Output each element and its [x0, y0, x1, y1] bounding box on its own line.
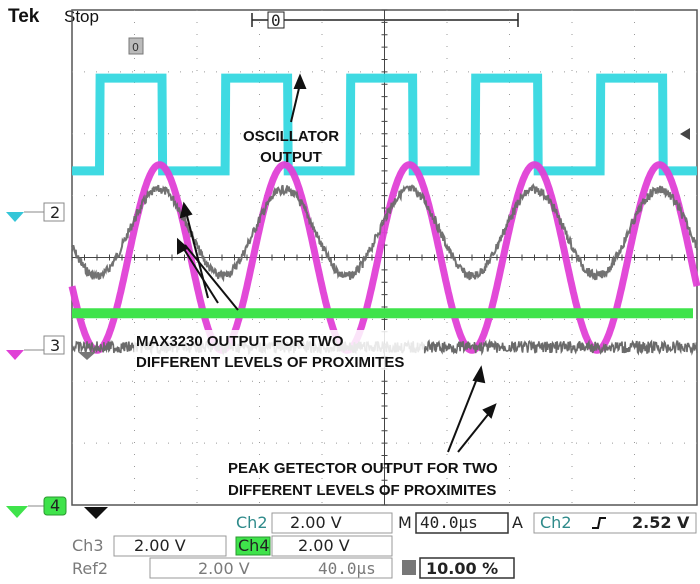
- svg-text:0: 0: [132, 41, 139, 54]
- ref2-time: 40.0µs: [318, 559, 376, 578]
- oscillator-annotation-line2: OUTPUT: [260, 149, 322, 166]
- ch4-marker-label: 4: [50, 496, 60, 515]
- ch2-marker[interactable]: [6, 202, 65, 222]
- ch4-marker[interactable]: [6, 496, 108, 519]
- max3230-annotation-line1: MAX3230 OUTPUT FOR TWO: [136, 333, 344, 350]
- trigger-source: Ch2: [540, 513, 572, 532]
- ch2-label: Ch2: [236, 513, 268, 532]
- trigger-position-marker: 0: [271, 11, 281, 30]
- ch3-marker-label: 3: [50, 336, 60, 355]
- trigger-level-arrow: [680, 128, 690, 140]
- timebase-label: M: [398, 513, 412, 532]
- trace-max3230_low: [71, 183, 698, 283]
- ref2-label: Ref2: [72, 559, 108, 578]
- ch3-marker[interactable]: [6, 335, 96, 360]
- trigger-mode: A: [512, 513, 523, 532]
- ch2-scale: 2.00 V: [290, 513, 342, 532]
- peak-annotation-line2: DIFFERENT LEVELS OF PROXIMITES: [228, 482, 496, 499]
- ch3-label: Ch3: [72, 536, 104, 555]
- readout-panel: [113, 512, 697, 579]
- ch4-scale: 2.00 V: [298, 536, 350, 555]
- trigger-level: 2.52 V: [632, 513, 690, 532]
- oscillator-annotation-line1: OSCILLATOR: [243, 128, 339, 145]
- ch1-trigger-marker: 0: [128, 37, 144, 55]
- max3230-annotation-line2: DIFFERENT LEVELS OF PROXIMITES: [136, 354, 404, 371]
- timebase-value: 40.0µs: [420, 513, 478, 532]
- trace-oscillator: [72, 73, 697, 176]
- duty-readout: 10.00 %: [426, 559, 498, 578]
- peak-annotation-line1: PEAK GETECTOR OUTPUT FOR TWO: [228, 460, 498, 477]
- ch2-marker-label: 2: [50, 203, 60, 222]
- brand-label: Tek: [8, 6, 40, 27]
- ref2-scale: 2.00 V: [198, 559, 250, 578]
- annotation-arrows: [177, 73, 497, 453]
- ch3-scale: 2.00 V: [134, 536, 186, 555]
- rising-edge-icon: [592, 517, 606, 529]
- ch4-label: Ch4: [238, 536, 270, 555]
- graticule: [71, 9, 698, 506]
